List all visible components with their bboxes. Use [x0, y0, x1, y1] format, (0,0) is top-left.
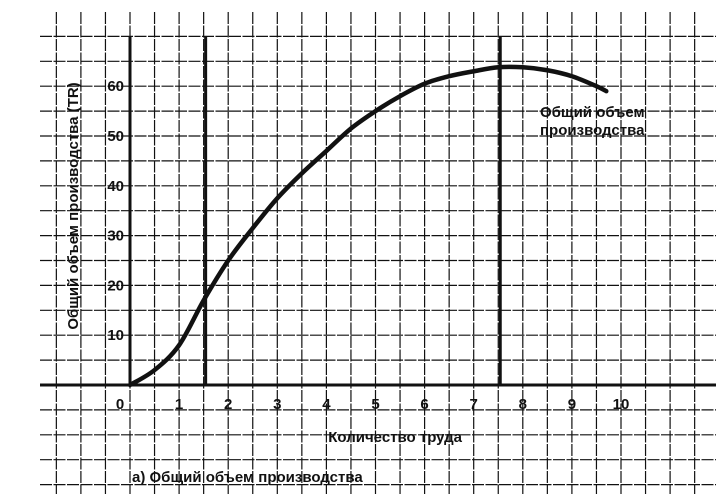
y-tick-label: 50: [107, 128, 124, 145]
x-tick-label: 1: [175, 396, 183, 413]
axes: [40, 36, 716, 387]
x-tick-label: 3: [273, 396, 281, 413]
x-tick-label: 4: [322, 396, 331, 413]
y-tick-label: 20: [107, 277, 124, 294]
x-axis-label: Количество труда: [328, 429, 462, 446]
x-tick-label: 5: [371, 396, 379, 413]
y-tick-label: 30: [107, 228, 124, 245]
x-tick-label: 6: [420, 396, 428, 413]
total-product-curve: [127, 64, 609, 388]
x-tick-label: 9: [568, 396, 576, 413]
y-tick-label: 40: [107, 178, 124, 195]
x-tick-labels: 0 1 2 3 4 5 6 7 8 9 10: [116, 396, 630, 413]
grid: [40, 12, 716, 494]
y-tick-label: 10: [107, 327, 124, 344]
x-tick-label: 0: [116, 396, 124, 413]
series-label: Общий объем производства: [540, 104, 645, 139]
y-axis-label: Общий объем производства (TR): [65, 82, 82, 329]
x-tick-label: 2: [224, 396, 232, 413]
vertical-markers: [204, 36, 502, 385]
y-tick-labels: 10 20 30 40 50 60: [107, 78, 124, 344]
x-tick-label: 10: [613, 396, 630, 413]
y-tick-label: 60: [107, 78, 124, 95]
x-tick-label: 7: [470, 396, 478, 413]
x-tick-label: 8: [519, 396, 527, 413]
chart-caption: а) Общий объем производства: [132, 469, 363, 486]
